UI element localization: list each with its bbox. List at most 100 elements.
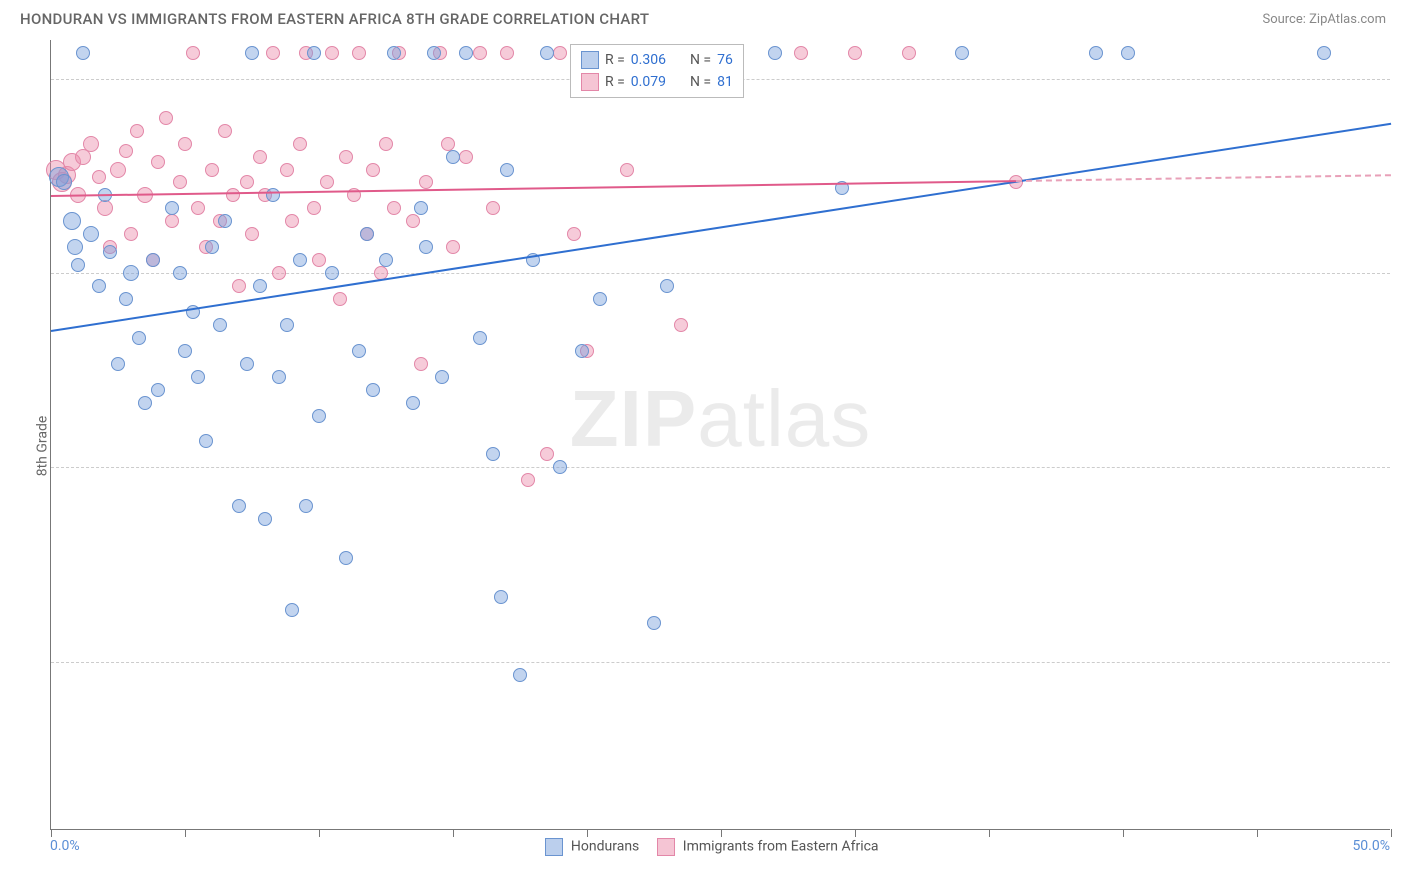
scatter-point-blue — [1089, 46, 1103, 60]
scatter-point-blue — [56, 174, 72, 190]
scatter-point-blue — [325, 266, 339, 280]
scatter-point-blue — [446, 150, 460, 164]
scatter-point-pink — [218, 124, 232, 138]
scatter-point-pink — [325, 46, 339, 60]
scatter-point-blue — [768, 46, 782, 60]
scatter-point-pink — [620, 163, 634, 177]
scatter-point-blue — [339, 551, 353, 565]
scatter-point-blue — [955, 46, 969, 60]
scatter-point-pink — [119, 144, 133, 158]
scatter-point-blue — [119, 292, 133, 306]
legend-label: Hondurans — [567, 839, 639, 855]
scatter-point-pink — [226, 188, 240, 202]
scatter-point-pink — [387, 201, 401, 215]
scatter-point-blue — [83, 226, 99, 242]
scatter-point-blue — [660, 279, 674, 293]
scatter-point-blue — [459, 46, 473, 60]
scatter-point-pink — [159, 111, 173, 125]
scatter-point-blue — [379, 253, 393, 267]
trend-line-pink — [51, 180, 1016, 197]
scatter-point-pink — [794, 46, 808, 60]
x-tick — [319, 829, 320, 837]
scatter-point-blue — [352, 344, 366, 358]
legend-swatch-pink — [581, 73, 599, 91]
scatter-point-pink — [280, 163, 294, 177]
scatter-point-pink — [459, 150, 473, 164]
scatter-point-blue — [253, 279, 267, 293]
scatter-point-pink — [178, 137, 192, 151]
scatter-point-blue — [240, 357, 254, 371]
y-tick-label: 85.0% — [1400, 459, 1406, 475]
scatter-point-blue — [553, 460, 567, 474]
x-tick — [721, 829, 722, 837]
scatter-point-blue — [513, 668, 527, 682]
scatter-point-blue — [500, 163, 514, 177]
scatter-point-pink — [540, 447, 554, 461]
scatter-point-pink — [266, 46, 280, 60]
scatter-point-pink — [173, 175, 187, 189]
r-value: 0.079 — [631, 71, 666, 93]
scatter-point-pink — [553, 46, 567, 60]
scatter-point-blue — [173, 266, 187, 280]
x-tick — [453, 829, 454, 837]
scatter-point-pink — [379, 137, 393, 151]
n-label: N = — [690, 49, 711, 71]
trend-line-pink-dashed — [1016, 175, 1391, 183]
scatter-point-pink — [352, 46, 366, 60]
scatter-point-blue — [138, 396, 152, 410]
scatter-point-blue — [245, 46, 259, 60]
scatter-point-pink — [567, 227, 581, 241]
scatter-point-blue — [360, 227, 374, 241]
grid-line-h — [51, 273, 1390, 274]
scatter-point-blue — [647, 616, 661, 630]
scatter-point-blue — [146, 253, 160, 267]
scatter-point-pink — [272, 266, 286, 280]
scatter-point-pink — [414, 357, 428, 371]
legend-label: Immigrants from Eastern Africa — [679, 839, 878, 855]
scatter-point-pink — [97, 200, 113, 216]
scatter-point-blue — [419, 240, 433, 254]
scatter-point-pink — [186, 46, 200, 60]
scatter-point-blue — [218, 214, 232, 228]
r-label: R = — [605, 71, 625, 93]
scatter-point-blue — [103, 245, 117, 259]
scatter-point-blue — [63, 212, 81, 230]
scatter-point-blue — [165, 201, 179, 215]
r-value: 0.306 — [631, 49, 666, 71]
legend-swatch-blue — [581, 51, 599, 69]
scatter-point-pink — [333, 292, 347, 306]
scatter-point-pink — [124, 227, 138, 241]
scatter-point-blue — [280, 318, 294, 332]
scatter-point-pink — [130, 124, 144, 138]
scatter-point-blue — [427, 46, 441, 60]
x-tick — [1257, 829, 1258, 837]
scatter-point-pink — [473, 46, 487, 60]
scatter-point-pink — [151, 155, 165, 169]
watermark-light: atlas — [697, 374, 871, 463]
scatter-point-pink — [165, 214, 179, 228]
source-label: Source: ZipAtlas.com — [1262, 12, 1386, 27]
scatter-point-blue — [387, 46, 401, 60]
scatter-point-blue — [299, 499, 313, 513]
scatter-point-blue — [123, 265, 139, 281]
watermark: ZIPatlas — [570, 373, 871, 465]
scatter-point-blue — [494, 590, 508, 604]
scatter-point-blue — [293, 253, 307, 267]
legend-stats-row: R =0.079N =81 — [581, 71, 733, 93]
scatter-point-blue — [191, 370, 205, 384]
scatter-point-blue — [67, 239, 83, 255]
scatter-point-pink — [446, 240, 460, 254]
scatter-point-pink — [500, 46, 514, 60]
scatter-point-pink — [245, 227, 259, 241]
x-tick — [587, 829, 588, 837]
scatter-point-blue — [205, 240, 219, 254]
n-value: 81 — [717, 71, 733, 93]
scatter-point-blue — [540, 46, 554, 60]
y-tick-label: 77.5% — [1400, 654, 1406, 670]
scatter-point-pink — [674, 318, 688, 332]
scatter-point-blue — [414, 201, 428, 215]
scatter-point-blue — [178, 344, 192, 358]
scatter-point-blue — [1121, 46, 1135, 60]
x-tick — [1391, 829, 1392, 837]
chart-title: HONDURAN VS IMMIGRANTS FROM EASTERN AFRI… — [20, 10, 649, 28]
